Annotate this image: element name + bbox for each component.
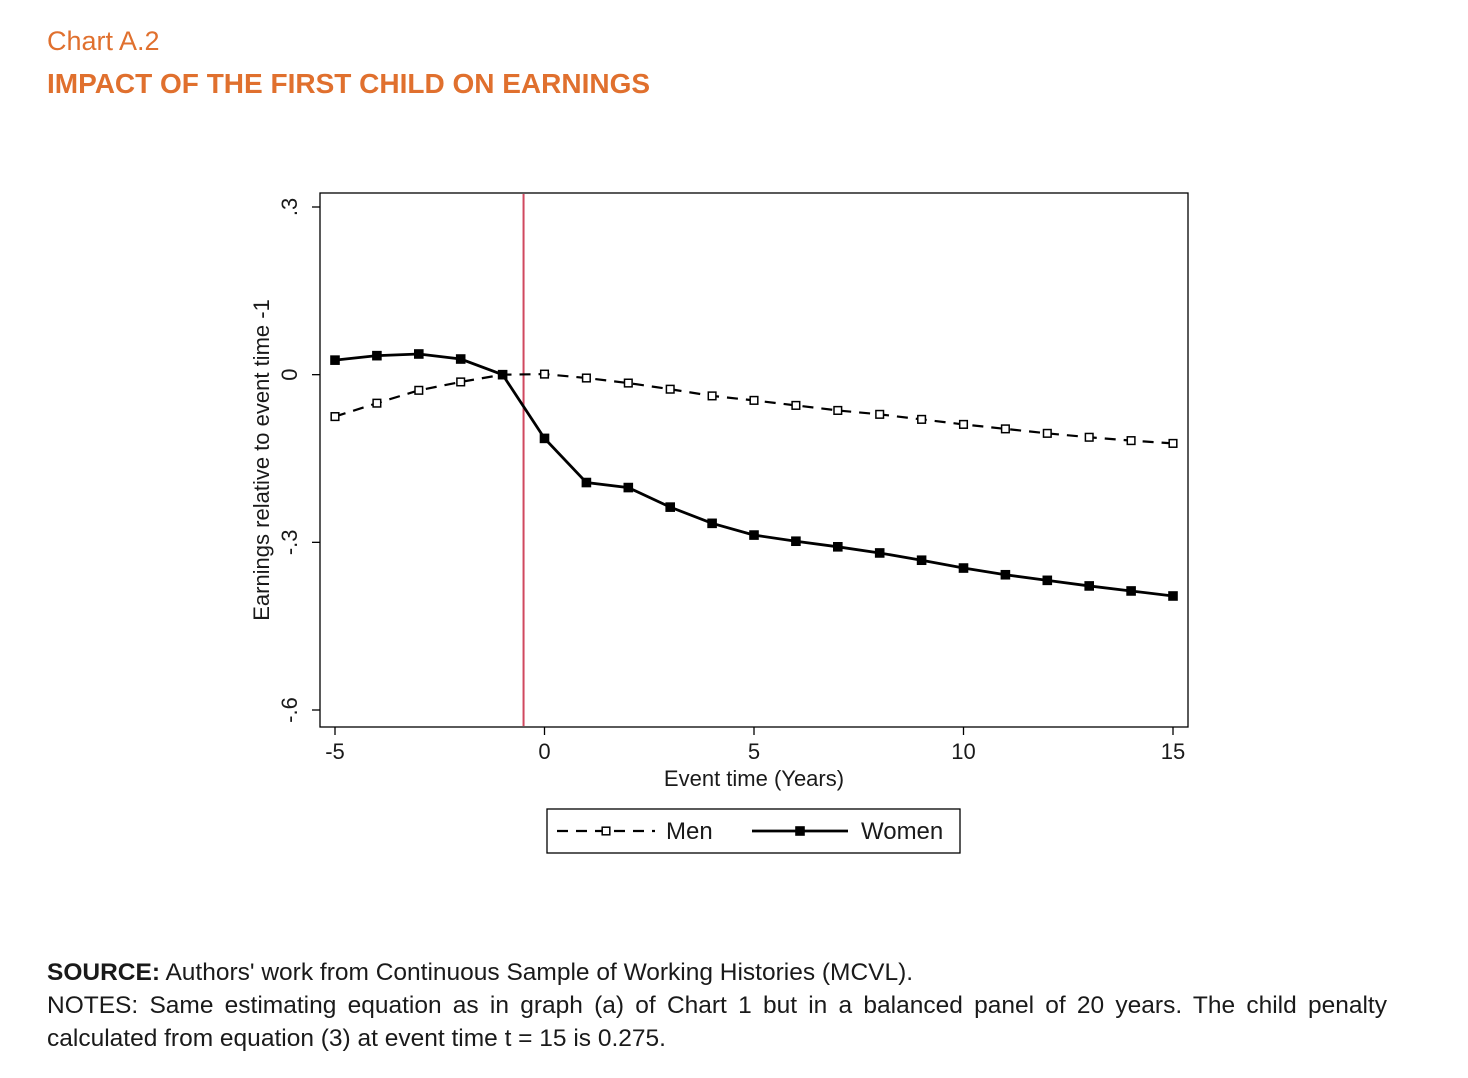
source-label: SOURCE: [47, 959, 160, 986]
data-point-women [916, 555, 927, 566]
data-point-men [1126, 436, 1136, 446]
y-tick-label: .3 [277, 198, 302, 216]
data-point-men [1168, 438, 1178, 448]
data-point-women [1126, 586, 1136, 596]
x-tick-label: 10 [951, 739, 975, 764]
data-point-men [330, 412, 340, 422]
data-point-women [791, 536, 801, 547]
data-point-men [623, 378, 633, 388]
source-text: Authors' work from Continuous Sample of … [159, 959, 914, 986]
y-axis-title: Earnings relative to event time -1 [249, 299, 274, 621]
source-line: SOURCE: Authors' work from Continuous Sa… [47, 956, 1387, 989]
legend-label-men: Men [666, 818, 713, 845]
data-point-women [665, 502, 675, 512]
line-chart: -.6 -.3 0 .3 -5 0 5 10 15 Earnings relative to … [249, 192, 1189, 854]
x-axis: -5 0 5 10 15 [325, 727, 1185, 764]
data-point-women [623, 482, 634, 493]
data-point-men [1042, 428, 1052, 438]
data-point-men [456, 377, 466, 387]
data-point-men [1084, 432, 1094, 442]
chart-title: IMPACT OF THE FIRST CHILD ON EARNINGS [47, 68, 651, 99]
y-tick-label: -.6 [277, 697, 302, 723]
data-point-women [539, 433, 550, 444]
data-point-women [581, 477, 592, 488]
data-point-women [330, 355, 340, 365]
data-point-women [1042, 575, 1053, 586]
series-group [330, 349, 1178, 601]
plot-frame [319, 192, 1189, 728]
chart-label: Chart A.2 [47, 26, 160, 56]
x-tick-label: 15 [1161, 739, 1185, 764]
data-point-women [833, 542, 843, 552]
notes-text: NOTES: Same estimating equation as in gr… [47, 992, 1387, 1052]
data-point-women [1000, 569, 1011, 580]
series-line-women [334, 352, 1174, 598]
data-point-women [497, 369, 508, 380]
x-tick-label: 0 [538, 739, 550, 764]
data-point-men [958, 419, 969, 429]
data-point-men [707, 391, 717, 401]
x-axis-title: Event time (Years) [664, 766, 844, 791]
x-tick-label: -5 [325, 739, 345, 764]
data-point-men [372, 398, 382, 408]
legend-swatch-marker-women [795, 826, 805, 836]
data-point-men [917, 414, 927, 424]
y-axis: -.6 -.3 0 .3 [277, 198, 320, 723]
data-point-men [875, 409, 885, 419]
x-tick-label: 5 [748, 739, 760, 764]
data-point-women [749, 530, 759, 540]
data-point-women [874, 548, 885, 558]
data-point-women [1168, 591, 1178, 601]
data-point-men [665, 384, 675, 394]
data-point-women [958, 563, 969, 573]
data-point-men [581, 373, 591, 383]
footer: SOURCE: Authors' work from Continuous Sa… [47, 956, 1387, 1055]
legend: Men Women [546, 808, 961, 854]
data-point-men [749, 395, 759, 405]
data-point-men [833, 405, 843, 415]
data-point-women [1084, 581, 1094, 591]
legend-swatch-marker-men [601, 826, 611, 836]
y-tick-label: -.3 [277, 529, 302, 555]
data-point-women [372, 350, 382, 361]
legend-label-women: Women [861, 818, 943, 845]
y-tick-label: 0 [277, 369, 302, 381]
data-point-women [455, 354, 466, 364]
data-point-men [539, 369, 550, 379]
data-point-men [1000, 424, 1010, 434]
data-point-women [414, 349, 424, 359]
data-point-women [707, 518, 717, 529]
data-point-men [791, 400, 801, 410]
data-point-men [414, 385, 424, 395]
